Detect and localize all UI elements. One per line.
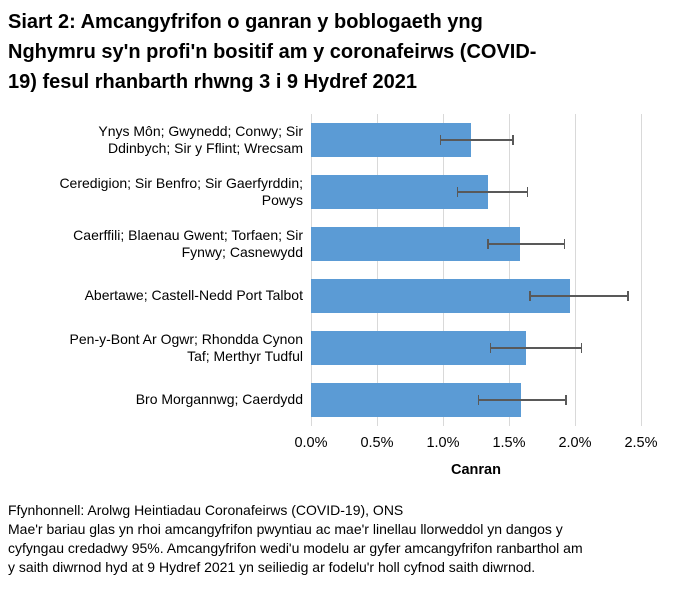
category-label-line: Ynys Môn; Gwynedd; Conwy; Sir	[98, 122, 303, 139]
category-label-5: Pen-y-Bont Ar Ogwr; Rhondda Cynon Taf; Me…	[0, 322, 303, 374]
gridline-1.5%	[509, 114, 510, 426]
category-label-line: Ceredigion; Sir Benfro; Sir Gaerfyrddin;	[59, 174, 303, 191]
plot-area	[311, 114, 642, 426]
category-label-4: Abertawe; Castell-Nedd Port Talbot	[0, 270, 303, 322]
category-label-6: Bro Morgannwg; Caerdydd	[0, 374, 303, 426]
error-bar-region-4	[530, 295, 628, 297]
error-bar-cap-high-region-2	[526, 187, 529, 197]
note-line-1: Mae'r bariau glas yn rhoi amcangyfrifon …	[8, 521, 563, 537]
category-label-3: Caerffili; Blaenau Gwent; Torfaen; Sir Fy…	[0, 218, 303, 270]
x-tick-label-2.5%: 2.5%	[624, 435, 658, 451]
gridline-2.0%	[575, 114, 576, 426]
category-label-line: Ddinbych; Sir y Fflint; Wrecsam	[107, 140, 303, 156]
x-tick-label-0.5%: 0.5%	[360, 435, 394, 451]
chart-title: Siart 2: Amcangyfrifon o ganran y boblog…	[8, 7, 672, 97]
category-label-line: Bro Morgannwg; Caerdydd	[135, 391, 303, 408]
note-line-2: cyfyngau credadwy 95%. Amcangyfrifon wed…	[8, 540, 583, 556]
error-bar-region-1	[440, 139, 513, 141]
category-label-line: Taf; Merthyr Tudful	[187, 348, 303, 364]
error-bar-cap-high-region-5	[580, 343, 583, 353]
error-bar-region-2	[457, 191, 528, 193]
error-bar-region-5	[490, 347, 582, 349]
error-bar-region-6	[478, 399, 566, 401]
source-line: Ffynhonnell: Arolwg Heintiadau Coronafei…	[8, 502, 404, 518]
category-label-line: Pen-y-Bont Ar Ogwr; Rhondda Cynon	[69, 330, 303, 347]
error-bar-cap-low-region-4	[529, 291, 531, 301]
category-label-line: Caerffili; Blaenau Gwent; Torfaen; Sir	[73, 226, 303, 243]
x-axis-tick-labels: 0.0% 0.5% 1.0% 1.5% 2.0% 2.5%	[0, 435, 678, 453]
gridline-1.0%	[443, 114, 444, 426]
gridline-0.5%	[377, 114, 378, 426]
error-bar-region-3	[487, 243, 565, 245]
category-label-2: Ceredigion; Sir Benfro; Sir Gaerfyrddin;…	[0, 166, 303, 218]
category-label-line: Abertawe; Castell-Nedd Port Talbot	[84, 287, 303, 304]
gridline-2.5%	[641, 114, 642, 426]
error-bar-cap-high-region-1	[512, 135, 514, 145]
x-tick-label-2.0%: 2.0%	[558, 435, 592, 451]
y-axis-category-labels: Ynys Môn; Gwynedd; Conwy; Sir Ddinbych; S…	[0, 114, 303, 426]
error-bar-cap-low-region-1	[439, 135, 442, 145]
chart-title-line-3: 19) fesul rhanbarth rhwng 3 i 9 Hydref 2…	[8, 71, 418, 93]
bar-region-4	[311, 279, 570, 313]
error-bar-cap-low-region-6	[477, 395, 480, 405]
x-tick-label-0.0%: 0.0%	[294, 435, 328, 451]
category-label-line: Fynwy; Casnewydd	[181, 244, 303, 260]
bar-region-3	[311, 227, 520, 261]
error-bar-cap-low-region-2	[456, 187, 459, 197]
error-bar-cap-low-region-3	[487, 239, 489, 249]
note-line-3: y saith diwrnod hyd at 9 Hydref 2021 yn …	[8, 559, 536, 575]
x-axis-title: Canran	[451, 462, 501, 478]
gridline-0.0%	[311, 114, 312, 426]
error-bar-cap-low-region-5	[489, 343, 492, 353]
x-tick-label-1.5%: 1.5%	[492, 435, 526, 451]
error-bar-cap-high-region-3	[563, 239, 566, 249]
category-label-1: Ynys Môn; Gwynedd; Conwy; Sir Ddinbych; S…	[0, 114, 303, 166]
error-bar-cap-high-region-6	[565, 395, 567, 405]
chart-title-line-2: Nghymru sy'n profi'n bositif am y corona…	[8, 41, 537, 63]
error-bar-cap-high-region-4	[627, 291, 629, 301]
chart-title-line-1: Siart 2: Amcangyfrifon o ganran y boblog…	[8, 11, 483, 33]
category-label-line: Powys	[261, 192, 303, 208]
footnote: Ffynhonnell: Arolwg Heintiadau Coronafei…	[8, 501, 674, 577]
x-tick-label-1.0%: 1.0%	[426, 435, 460, 451]
